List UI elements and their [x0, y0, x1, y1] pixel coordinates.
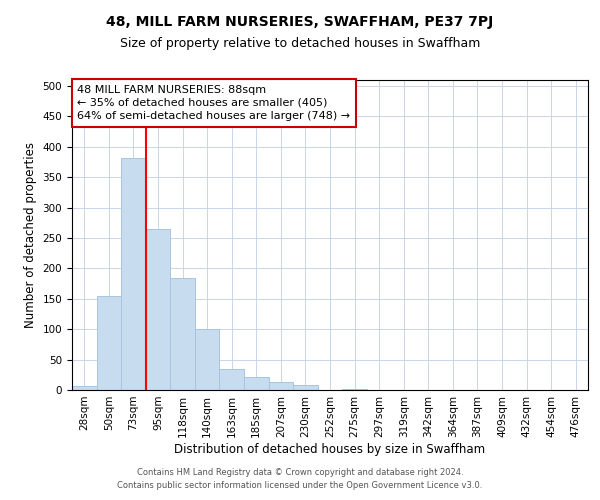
- Text: Contains HM Land Registry data © Crown copyright and database right 2024.
Contai: Contains HM Land Registry data © Crown c…: [118, 468, 482, 490]
- Bar: [121, 158, 146, 390]
- Bar: [146, 229, 170, 390]
- Text: 48 MILL FARM NURSERIES: 88sqm
← 35% of detached houses are smaller (405)
64% of : 48 MILL FARM NURSERIES: 88sqm ← 35% of d…: [77, 84, 350, 121]
- Bar: [342, 389, 367, 390]
- Bar: [97, 296, 121, 390]
- Bar: [220, 368, 244, 390]
- Y-axis label: Number of detached properties: Number of detached properties: [24, 142, 37, 328]
- Bar: [195, 329, 220, 390]
- Text: Size of property relative to detached houses in Swaffham: Size of property relative to detached ho…: [120, 38, 480, 51]
- X-axis label: Distribution of detached houses by size in Swaffham: Distribution of detached houses by size …: [175, 442, 485, 456]
- Bar: [170, 278, 195, 390]
- Bar: [293, 385, 318, 390]
- Bar: [72, 386, 97, 390]
- Text: 48, MILL FARM NURSERIES, SWAFFHAM, PE37 7PJ: 48, MILL FARM NURSERIES, SWAFFHAM, PE37 …: [106, 15, 494, 29]
- Bar: [244, 376, 269, 390]
- Bar: [269, 382, 293, 390]
